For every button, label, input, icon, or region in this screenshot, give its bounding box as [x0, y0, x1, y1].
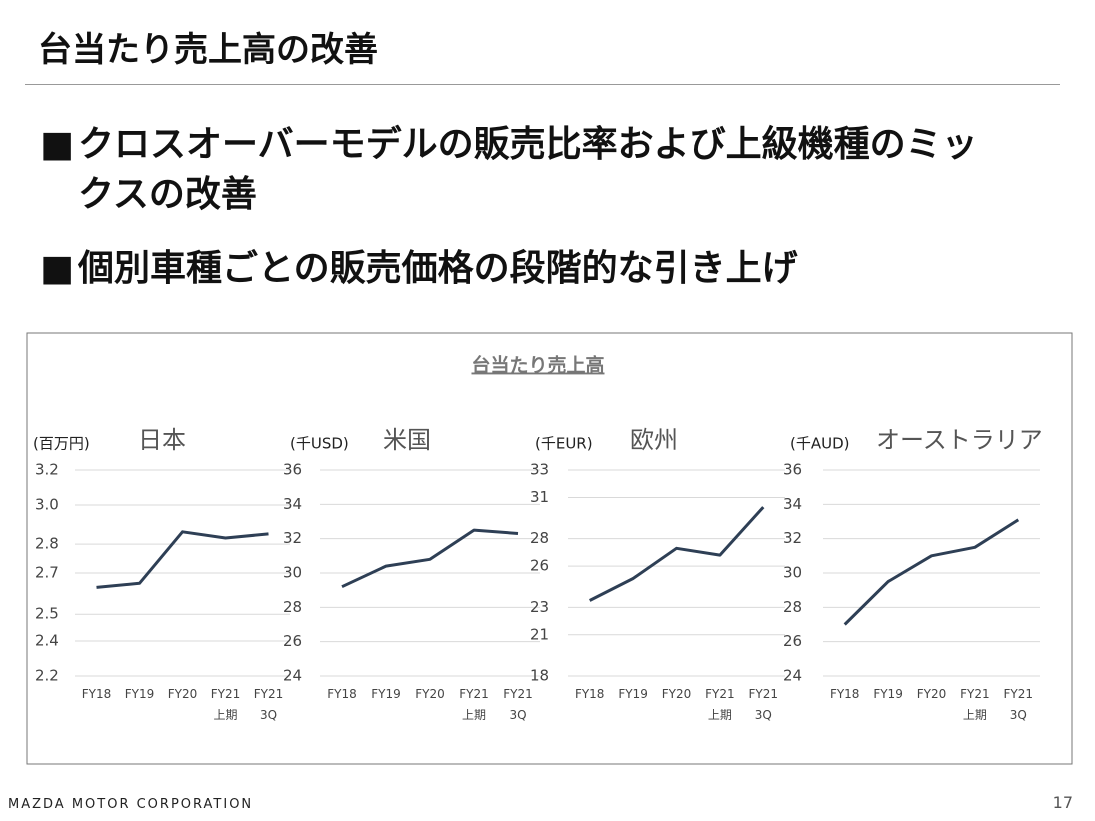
- y-axis-unit: (千USD): [290, 435, 349, 453]
- x-tick-label: FY20: [662, 687, 692, 701]
- x-tick-label: FY21 上期: [960, 687, 990, 722]
- y-tick-label: 32: [283, 529, 302, 547]
- y-tick-label: 3.0: [35, 496, 59, 514]
- x-tick-label: FY18: [327, 687, 357, 701]
- x-tick-label: FY21 3Q: [749, 687, 779, 722]
- y-axis-unit: (千AUD): [790, 435, 850, 453]
- x-tick-label: FY19: [125, 687, 155, 701]
- x-tick-label: FY21 上期: [459, 687, 489, 722]
- y-tick-label: 30: [283, 564, 302, 582]
- y-tick-label: 2.8: [35, 535, 59, 553]
- y-tick-label: 36: [283, 461, 302, 479]
- line-series: [843, 518, 1020, 626]
- y-tick-label: 2.4: [35, 631, 59, 649]
- y-tick-label: 21: [530, 625, 549, 643]
- x-tick-label: FY21 3Q: [503, 687, 533, 722]
- slide-title: 台当たり売上高の改善: [38, 30, 378, 70]
- x-tick-label: FY18: [575, 687, 605, 701]
- panel-title: 台当たり売上高: [471, 354, 604, 377]
- x-tick-label: FY19: [618, 687, 648, 701]
- y-tick-label: 30: [783, 564, 802, 582]
- panel-frame: [26, 332, 1073, 765]
- bullet-text: 個別車種ごとの販売価格の段階的な引き上げ: [78, 248, 798, 289]
- bullet: ■ 個別車種ごとの販売価格の段階的な引き上げ: [40, 244, 978, 294]
- y-tick-label: 34: [783, 495, 802, 513]
- x-tick-label: FY19: [371, 687, 401, 701]
- y-tick-label: 26: [283, 632, 302, 650]
- chart-title: 欧州: [630, 426, 678, 454]
- y-tick-label: 24: [783, 667, 802, 685]
- y-tick-label: 3.2: [35, 461, 59, 479]
- x-tick-label: FY20: [415, 687, 445, 701]
- y-tick-label: 31: [530, 488, 549, 506]
- y-tick-label: 28: [283, 598, 302, 616]
- y-axis-unit: (千EUR): [535, 435, 593, 453]
- x-tick-label: FY20: [168, 687, 198, 701]
- x-tick-label: FY21 上期: [705, 687, 735, 722]
- page-number: 17: [1052, 793, 1073, 812]
- y-tick-label: 18: [530, 667, 549, 685]
- line-series: [341, 528, 519, 589]
- title-rule: [25, 84, 1060, 85]
- x-tick-label: FY19: [873, 687, 903, 701]
- line-series: [96, 530, 269, 589]
- x-tick-label: FY18: [82, 687, 112, 701]
- y-tick-label: 26: [783, 632, 802, 650]
- y-tick-label: 26: [530, 557, 549, 575]
- y-tick-label: 36: [783, 461, 802, 479]
- y-tick-label: 34: [283, 495, 302, 513]
- chart-title: オーストラリア: [876, 426, 1043, 454]
- y-tick-label: 2.7: [35, 564, 59, 582]
- y-tick-label: 2.5: [35, 605, 59, 623]
- y-tick-label: 28: [530, 529, 549, 547]
- bullet-text: クロスオーバーモデルの販売比率および上級機種のミックスの改善: [78, 124, 978, 215]
- y-tick-label: 33: [530, 461, 549, 479]
- x-tick-label: FY21 上期: [211, 687, 241, 722]
- x-tick-label: FY21 3Q: [254, 687, 284, 722]
- x-tick-label: FY20: [917, 687, 947, 701]
- x-tick-label: FY18: [830, 687, 860, 701]
- y-tick-label: 23: [530, 598, 549, 616]
- footer-company: MAZDA MOTOR CORPORATION: [8, 797, 254, 812]
- chart-title: 日本: [138, 426, 186, 454]
- y-axis-unit: (百万円): [33, 435, 90, 453]
- line-series: [589, 506, 765, 602]
- y-tick-label: 32: [783, 529, 802, 547]
- y-tick-label: 24: [283, 667, 302, 685]
- chart-title: 米国: [383, 426, 431, 454]
- x-tick-label: FY21 3Q: [1004, 687, 1034, 722]
- bullet: ■ クロスオーバーモデルの販売比率および上級機種のミックスの改善: [40, 120, 978, 220]
- y-tick-label: 28: [783, 598, 802, 616]
- y-tick-label: 2.2: [35, 667, 59, 685]
